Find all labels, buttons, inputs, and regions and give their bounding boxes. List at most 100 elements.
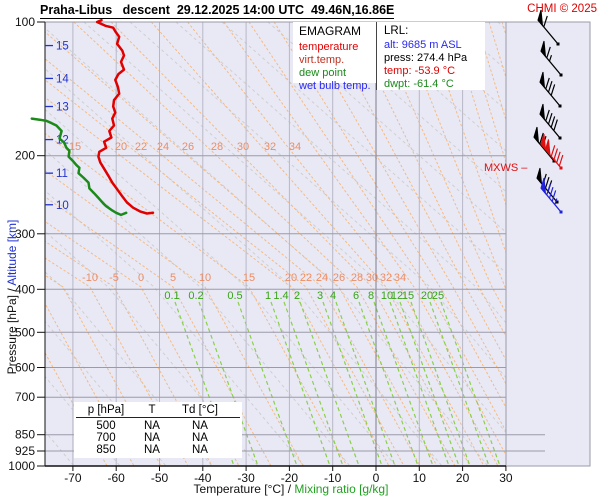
legend-item-wet-bulb: wet bulb temp. xyxy=(299,80,371,92)
table-header-divider xyxy=(76,417,240,418)
table-cell: NA xyxy=(192,444,208,456)
svg-text:13: 13 xyxy=(56,102,69,114)
svg-text:20: 20 xyxy=(285,272,297,284)
mxws-label: MXWS – xyxy=(484,162,528,174)
table-cell: NA xyxy=(192,420,208,432)
svg-text:850: 850 xyxy=(15,428,35,442)
table-cell: NA xyxy=(192,432,208,444)
svg-text:4: 4 xyxy=(330,290,336,302)
svg-text:5: 5 xyxy=(170,272,176,284)
axis-ticks xyxy=(37,21,507,471)
svg-text:12: 12 xyxy=(391,290,403,302)
svg-text:11: 11 xyxy=(56,168,68,180)
svg-text:-30: -30 xyxy=(237,471,255,485)
svg-text:700: 700 xyxy=(15,390,35,404)
svg-text:20: 20 xyxy=(115,141,127,153)
svg-text:-60: -60 xyxy=(108,471,126,485)
svg-text:32: 32 xyxy=(380,272,392,284)
lrl-panel: LRL: alt: 9685 m ASL press: 274.4 hPa te… xyxy=(377,22,485,90)
svg-text:1.4: 1.4 xyxy=(273,290,288,302)
svg-text:28: 28 xyxy=(351,272,363,284)
svg-text:15: 15 xyxy=(69,141,81,153)
axis-frame xyxy=(44,22,507,467)
svg-text:-10: -10 xyxy=(324,471,342,485)
svg-text:15: 15 xyxy=(402,290,414,302)
svg-text:34: 34 xyxy=(289,141,301,153)
y-axis-label-altitude: Altitude [km] xyxy=(5,219,19,286)
x-axis-caption: Temperature [°C] / Mixing ratio [g/kg] xyxy=(151,482,431,496)
svg-text:24: 24 xyxy=(316,272,328,284)
y-axis-caption: Pressure [hPa] / Altitude [km] xyxy=(5,179,23,415)
lrl-dewpoint: dwpt: -61.4 °C xyxy=(384,78,454,90)
table-header-pressure: p [hPa] xyxy=(87,404,125,416)
svg-text:300: 300 xyxy=(15,227,35,241)
page-title: Praha-Libus descent 29.12.2025 14:00 UTC… xyxy=(40,3,395,19)
svg-text:22: 22 xyxy=(135,141,147,153)
svg-text:-5: -5 xyxy=(109,272,119,284)
lrl-pressure: press: 274.4 hPa xyxy=(384,52,468,64)
svg-text:-70: -70 xyxy=(64,471,82,485)
svg-text:-50: -50 xyxy=(151,471,169,485)
table-cell: 700 xyxy=(96,432,116,444)
legend-item-virt-temp: virt.temp. xyxy=(299,54,345,66)
copyright-text: CHMI © 2025 xyxy=(527,3,597,15)
svg-text:24: 24 xyxy=(157,141,169,153)
panel-divider xyxy=(376,22,377,90)
svg-text:20: 20 xyxy=(421,290,433,302)
svg-text:25: 25 xyxy=(432,290,444,302)
svg-text:-20: -20 xyxy=(281,471,299,485)
table-header-dewpoint: Td [°C] xyxy=(182,404,218,416)
x-axis-label-temperature: Temperature [°C] xyxy=(193,482,285,496)
svg-text:22: 22 xyxy=(300,272,312,284)
levels-table: p [hPa] T Td [°C] 500 NA NA 700 NA NA 85… xyxy=(74,402,242,458)
svg-text:0.2: 0.2 xyxy=(188,290,203,302)
svg-text:0.5: 0.5 xyxy=(227,290,242,302)
table-cell: NA xyxy=(144,432,160,444)
svg-text:30: 30 xyxy=(499,471,513,485)
svg-text:32: 32 xyxy=(264,141,276,153)
x-axis-label-mixing-ratio: Mixing ratio [g/kg] xyxy=(294,482,389,496)
svg-text:26: 26 xyxy=(182,141,194,153)
svg-text:10: 10 xyxy=(413,471,427,485)
x-axis-label-separator: / xyxy=(287,482,292,496)
svg-text:15: 15 xyxy=(243,272,255,284)
table-row: 500 NA NA xyxy=(74,420,242,432)
legend-item-dew-point: dew point xyxy=(299,67,347,79)
table-cell: 850 xyxy=(96,444,116,456)
svg-text:0: 0 xyxy=(138,272,144,284)
svg-text:-10: -10 xyxy=(82,272,98,284)
svg-text:0: 0 xyxy=(373,471,380,485)
table-cell: 500 xyxy=(96,420,116,432)
svg-text:8: 8 xyxy=(368,290,374,302)
svg-text:500: 500 xyxy=(15,325,35,339)
y-axis-label-pressure: Pressure [hPa] xyxy=(5,295,19,375)
svg-text:26: 26 xyxy=(333,272,345,284)
legend-item-temperature: temperature xyxy=(299,41,359,53)
svg-text:600: 600 xyxy=(15,361,35,375)
lrl-temperature: temp: -53.9 °C xyxy=(384,65,456,77)
svg-text:28: 28 xyxy=(211,141,223,153)
svg-text:925: 925 xyxy=(15,444,35,458)
table-cell: NA xyxy=(144,420,160,432)
table-header-temp: T xyxy=(148,404,156,416)
svg-text:1: 1 xyxy=(265,290,271,302)
svg-text:6: 6 xyxy=(353,290,359,302)
lrl-altitude: alt: 9685 m ASL xyxy=(384,39,462,51)
svg-text:200: 200 xyxy=(15,149,35,163)
svg-text:100: 100 xyxy=(15,15,35,29)
svg-text:10: 10 xyxy=(381,290,393,302)
legend-panel: EMAGRAM temperature virt.temp. dew point… xyxy=(293,22,376,92)
lrl-title: LRL: xyxy=(384,25,409,37)
table-header-row: p [hPa] T Td [°C] xyxy=(74,404,242,416)
table-cell: NA xyxy=(144,444,160,456)
svg-text:30: 30 xyxy=(237,141,249,153)
sounding-curves xyxy=(30,18,155,217)
svg-text:0.1: 0.1 xyxy=(164,290,179,302)
y-axis-label-separator: / xyxy=(5,288,19,292)
wind-barbs xyxy=(533,9,564,214)
temperature-grid-lines xyxy=(72,22,464,466)
